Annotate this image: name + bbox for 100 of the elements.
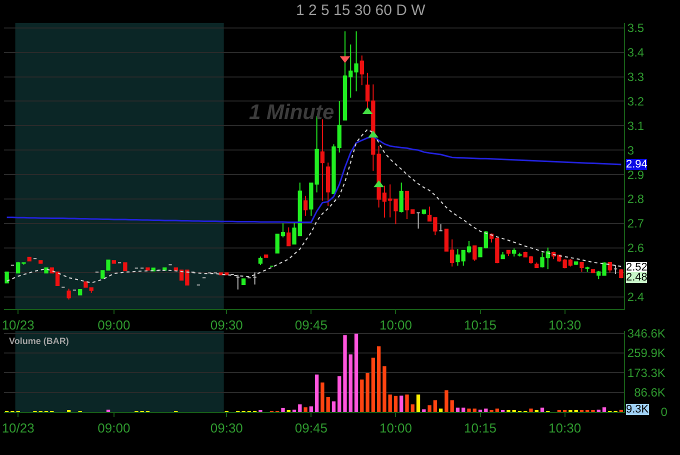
candlestick xyxy=(146,267,150,271)
y-tick-label: 2.8 xyxy=(627,192,644,206)
bar xyxy=(416,394,420,412)
bar xyxy=(400,396,404,412)
bar xyxy=(472,408,476,412)
bar xyxy=(371,358,376,412)
candlestick xyxy=(320,118,325,202)
annotation: 2.94 xyxy=(626,158,648,170)
bar xyxy=(281,408,285,412)
bar xyxy=(348,354,352,412)
text: 1 2 5 15 30 60 D W xyxy=(296,2,426,19)
x-tick-label: 10:30 xyxy=(548,318,582,333)
x-tick-label: 10:00 xyxy=(379,318,412,333)
bar xyxy=(495,408,500,412)
bar xyxy=(366,372,370,412)
candlestick xyxy=(590,268,596,274)
bar xyxy=(394,396,398,412)
candlestick xyxy=(399,182,404,213)
x-tick-label: 10/23 xyxy=(2,420,34,436)
bar xyxy=(444,390,448,412)
y-tick-label: 3.2 xyxy=(627,94,644,108)
y-tick-label: 3.3 xyxy=(627,70,644,84)
candlestick xyxy=(585,266,590,272)
candlestick xyxy=(506,250,511,256)
candlestick xyxy=(286,226,291,246)
annotation: 9.3K xyxy=(626,404,650,416)
x-tick-label: 09:30 xyxy=(210,420,243,436)
bar xyxy=(320,382,324,412)
candlestick xyxy=(360,55,364,86)
x-tick-label: 10:15 xyxy=(464,318,497,333)
bar xyxy=(326,397,330,412)
bar xyxy=(410,404,414,412)
bar xyxy=(314,374,319,412)
candlestick xyxy=(518,252,522,257)
line-series xyxy=(6,128,622,284)
y-tick-label: 2.6 xyxy=(627,241,644,256)
candlestick xyxy=(252,272,257,286)
candlestick xyxy=(438,224,443,232)
x-tick-label: 09:45 xyxy=(294,318,328,333)
bar xyxy=(376,346,381,412)
candlestick xyxy=(574,261,578,266)
x-tick-label: 10:30 xyxy=(548,420,582,436)
bar xyxy=(298,404,302,412)
candlestick xyxy=(608,262,612,274)
text: Volume (BAR) xyxy=(9,336,69,346)
candlestick xyxy=(236,274,240,290)
y-tick-label: 346.6K xyxy=(627,326,666,341)
candlestick xyxy=(38,260,43,264)
bar xyxy=(309,406,314,412)
candlestick xyxy=(241,278,246,286)
y-tick-label: 2.7 xyxy=(627,216,644,231)
candlestick xyxy=(258,256,263,266)
bar xyxy=(540,408,544,412)
candlestick xyxy=(500,252,505,260)
bar xyxy=(456,408,460,412)
y-tick-label: 3 xyxy=(627,143,634,158)
x-tick-label: 10:00 xyxy=(379,420,412,436)
y-tick-label: 2.4 xyxy=(627,290,644,304)
annotation: 2.48 xyxy=(626,272,648,284)
y-tick-label: 3.5 xyxy=(627,21,644,36)
candlestick xyxy=(422,209,426,215)
candlestick xyxy=(303,195,308,216)
candlestick xyxy=(4,272,9,284)
y-tick-label: 3.1 xyxy=(627,118,644,133)
bar xyxy=(602,407,606,412)
candlestick xyxy=(66,288,71,300)
y-tick-label: 3.4 xyxy=(627,46,644,60)
candlestick xyxy=(78,288,82,296)
candlestick xyxy=(534,262,539,268)
bar xyxy=(450,400,454,412)
candlestick xyxy=(613,264,618,275)
bar xyxy=(382,366,386,412)
bar xyxy=(304,407,308,412)
candlestick xyxy=(416,212,420,230)
x-tick-label: 10/23 xyxy=(2,318,34,333)
candlestick xyxy=(619,268,624,279)
x-tick-label: 09:45 xyxy=(294,420,328,436)
candlestick xyxy=(580,261,584,272)
y-tick-label: 2.9 xyxy=(627,168,644,182)
x-tick-label: 09:00 xyxy=(98,318,130,333)
text: 1 Minute xyxy=(249,101,334,124)
bar xyxy=(428,405,432,412)
bar xyxy=(354,334,358,412)
candlestick xyxy=(27,256,32,262)
bar xyxy=(433,400,438,412)
annotation: 2.52 xyxy=(626,262,648,274)
bar xyxy=(467,408,471,412)
candlestick xyxy=(264,254,268,258)
x-tick-label: 09:30 xyxy=(210,318,243,333)
bar xyxy=(360,380,364,412)
candlestick xyxy=(112,260,116,264)
bar xyxy=(405,394,409,412)
y-tick-label: 0 xyxy=(660,405,668,420)
candlestick xyxy=(512,248,516,257)
bar xyxy=(438,408,443,412)
bar xyxy=(338,376,342,412)
candlestick xyxy=(326,162,330,206)
y-tick-label: 173.3K xyxy=(627,366,666,380)
x-tick-label: 09:00 xyxy=(98,420,130,436)
candlestick xyxy=(123,262,128,272)
